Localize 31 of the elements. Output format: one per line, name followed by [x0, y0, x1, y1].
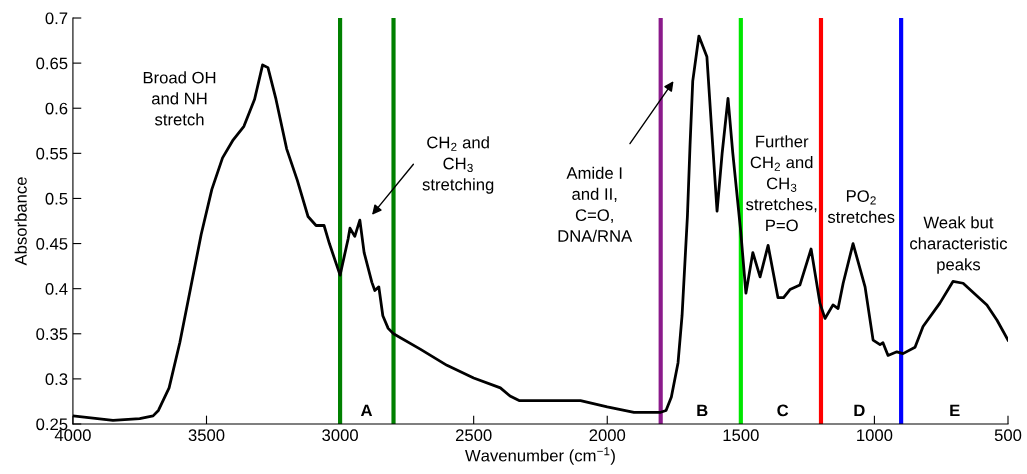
annotation: Further CH$_{2}$ and CH$_{3}$ stretches, P=O	[746, 135, 817, 232]
y-tick-label: 0.25	[36, 418, 68, 431]
y-tick-label: 0.4	[45, 283, 68, 295]
x-tick-label: 2500	[455, 429, 492, 442]
annotation: Weak but characteristic peaks	[910, 216, 1008, 274]
annotation: E	[950, 404, 960, 417]
annotation: B	[697, 404, 708, 417]
annotation: PO$_{2}$ stretches	[827, 190, 895, 223]
annotation: Amide I and II, C=O, DNA/RNA	[558, 166, 633, 242]
x-tick-label: 3000	[322, 429, 358, 442]
y-tick-label: 0.6	[45, 102, 68, 115]
annotation: D	[854, 404, 865, 417]
y-tick-label: 0.7	[45, 12, 68, 25]
y-tick-label: 0.65	[36, 57, 68, 70]
x-tick-label: 1500	[723, 429, 759, 442]
x-tick-label: 3500	[188, 429, 225, 442]
y-tick-label: 0.35	[36, 328, 68, 340]
y-tick-label: 0.5	[45, 192, 68, 205]
annotation: Broad OH and NH stretch	[143, 71, 216, 126]
y-tick-label: 0.55	[36, 147, 68, 160]
annotation: A	[360, 404, 373, 417]
annotation: C	[777, 404, 789, 417]
x-tick-label: 500	[994, 429, 1022, 442]
x-axis-title: Wavenumber (cm$^{−1}$)	[465, 447, 615, 465]
x-tick-label: 4000	[54, 429, 91, 442]
y-tick-label: 0.45	[36, 237, 68, 250]
x-tick-label: 2000	[589, 429, 626, 442]
x-tick-label: 1000	[857, 429, 893, 442]
annotation: CH$_{2}$ and CH$_{3}$ stretching	[422, 136, 494, 194]
y-tick-label: 0.3	[45, 373, 68, 386]
y-axis-title: Absorbance	[14, 177, 27, 266]
